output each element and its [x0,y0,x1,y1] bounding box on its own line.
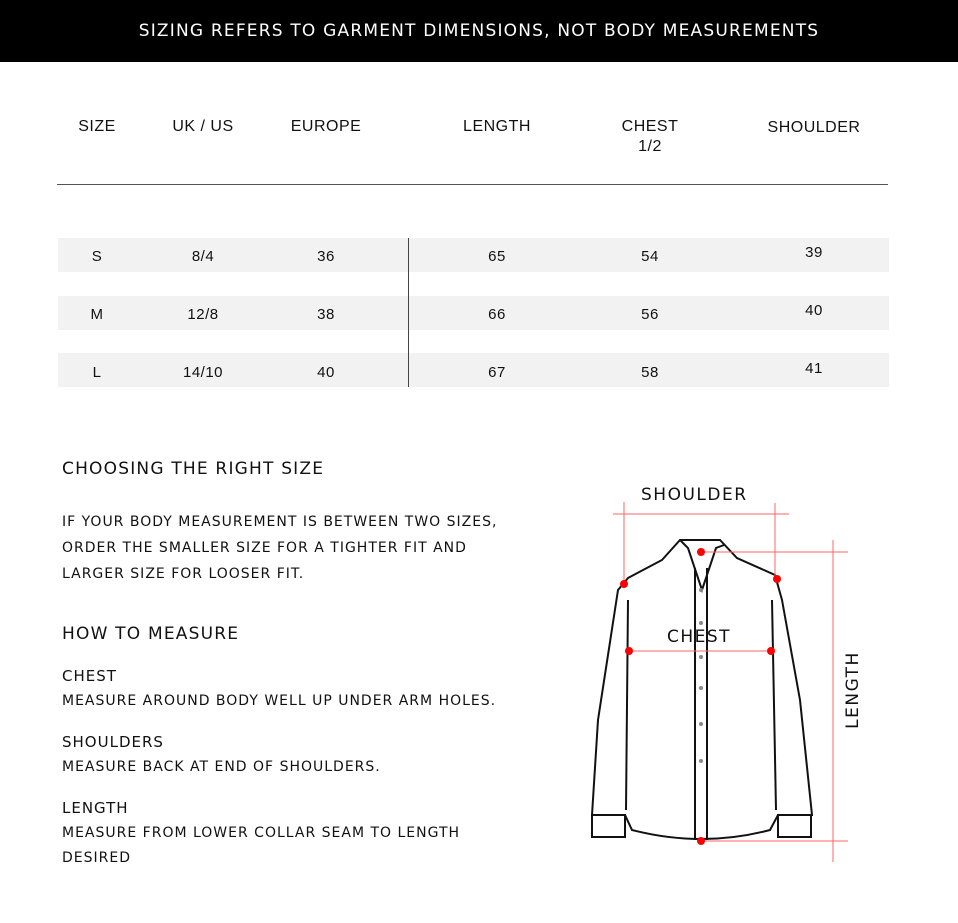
shoulders-label: SHOULDERS [62,733,164,751]
header-chest: CHEST 1/2 [622,117,679,157]
table-cell: 8/4 [191,248,215,265]
table-cell: 38 [317,306,335,323]
choosing-line: IF YOUR BODY MEASUREMENT IS BETWEEN TWO … [62,514,498,530]
table-cell: 36 [317,248,335,265]
table-row [58,353,889,387]
header-size: SIZE [78,118,116,135]
diagram-chest-label: CHEST [667,627,732,647]
header-uk-us: UK / US [172,118,234,135]
table-cell: 40 [317,364,335,381]
header-europe: EUROPE [290,118,362,135]
choosing-text: IF YOUR BODY MEASUREMENT IS BETWEEN TWO … [62,509,497,587]
diagram-length-label: LENGTH [843,651,863,729]
column-divider [408,238,409,387]
header-shoulder: SHOULDER [767,119,861,136]
measure-title: HOW TO MEASURE [62,624,240,644]
table-cell: 12/8 [187,306,219,323]
table-cell: 54 [641,248,659,265]
shoulders-text: MEASURE BACK AT END OF SHOULDERS. [62,759,381,775]
diagram-shoulder-label: SHOULDER [641,485,748,505]
table-cell: M [90,306,104,323]
table-cell: S [91,248,103,265]
choosing-line: ORDER THE SMALLER SIZE FOR A TIGHTER FIT… [62,540,467,556]
header-chest-sub: 1/2 [638,138,662,155]
table-cell: 40 [805,302,823,319]
sizing-banner: SIZING REFERS TO GARMENT DIMENSIONS, NOT… [0,0,958,62]
chest-text: MEASURE AROUND BODY WELL UP UNDER ARM HO… [62,693,497,709]
table-cell: 14/10 [182,364,224,381]
header-length: LENGTH [463,118,531,135]
length-text-2: DESIRED [62,850,131,866]
table-cell: 66 [488,306,506,323]
table-cell: 39 [805,244,823,261]
length-label: LENGTH [62,799,129,817]
table-cell: 67 [488,364,506,381]
header-chest-label: CHEST [621,118,679,135]
table-cell: 58 [641,364,659,381]
table-cell: 56 [641,306,659,323]
choosing-title: CHOOSING THE RIGHT SIZE [62,459,325,479]
choosing-line: LARGER SIZE FOR LOOSER FIT. [62,566,305,582]
table-row [58,296,889,330]
table-row [58,238,889,272]
table-cell: 41 [805,360,823,377]
chest-label: CHEST [62,667,117,685]
table-cell: L [92,364,102,381]
length-text: MEASURE FROM LOWER COLLAR SEAM TO LENGTH [62,825,461,841]
shirt-body [590,539,814,840]
header-divider [57,184,888,185]
table-cell: 65 [488,248,506,265]
